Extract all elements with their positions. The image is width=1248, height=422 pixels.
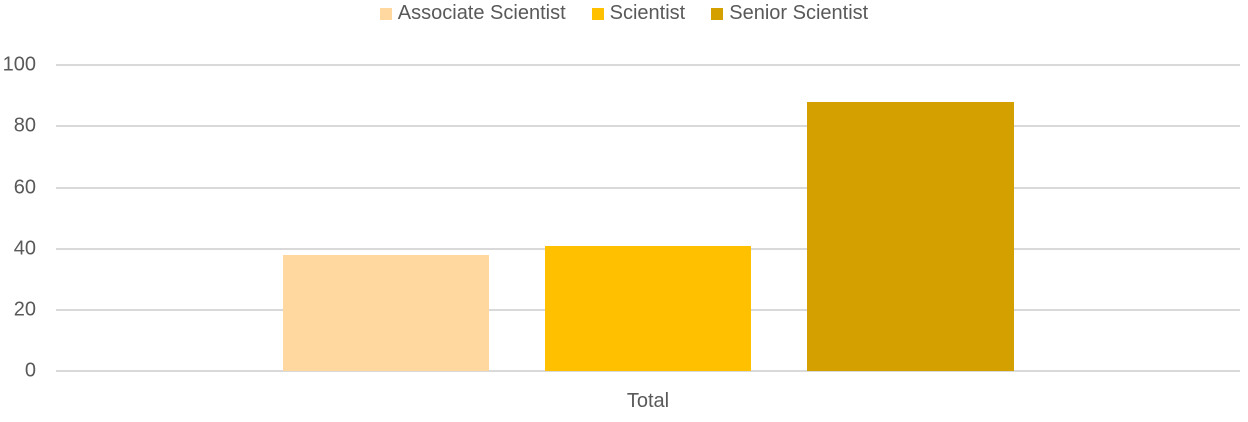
legend-label: Scientist: [609, 2, 686, 24]
y-tick-label: 40: [13, 237, 36, 260]
bar-scientist: [545, 246, 751, 371]
legend-swatch-icon: [379, 7, 392, 20]
y-tick-label: 60: [13, 176, 36, 199]
chart-legend: Associate Scientist Scientist Senior Sci…: [0, 2, 1248, 25]
plot-area: 100 80 60 40 20 0: [3, 54, 1240, 382]
legend-item-scientist: Scientist: [591, 2, 686, 25]
legend-label: Senior Scientist: [729, 2, 869, 24]
y-tick-label: 80: [13, 114, 36, 137]
x-axis-line: [56, 370, 1240, 372]
legend-label: Associate Scientist: [397, 2, 566, 24]
y-tick-label: 100: [2, 53, 36, 76]
gridline-60: [56, 187, 1240, 189]
gridline-80: [56, 125, 1240, 127]
gridline-100: [56, 64, 1240, 66]
bar-senior-scientist: [807, 102, 1014, 371]
x-category-label: Total: [626, 390, 670, 412]
bar-associate-scientist: [283, 255, 489, 371]
legend-item-associate-scientist: Associate Scientist: [379, 2, 566, 25]
legend-item-senior-scientist: Senior Scientist: [711, 2, 868, 25]
legend-swatch-icon: [591, 7, 604, 20]
y-tick-label: 20: [13, 298, 36, 321]
legend-swatch-icon: [711, 7, 724, 20]
y-tick-label: 0: [24, 359, 36, 382]
